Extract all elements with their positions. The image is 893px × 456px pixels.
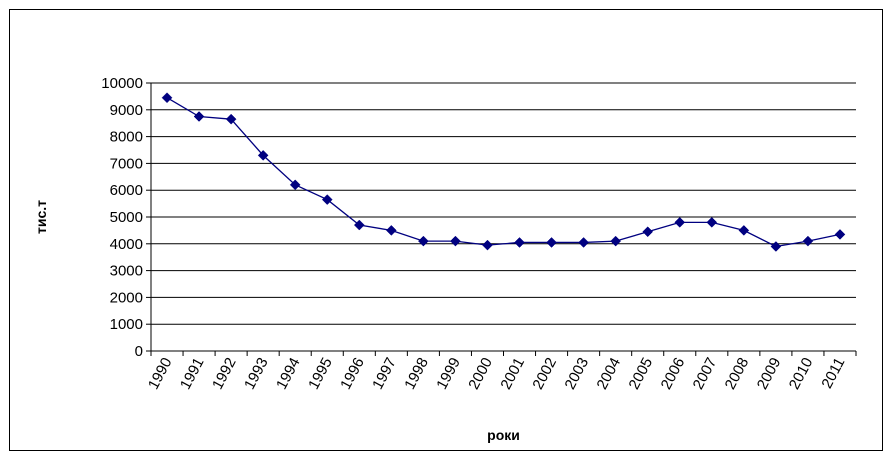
data-point [514,237,525,248]
data-point [450,235,461,247]
x-tick-label: 2001 [497,355,528,392]
data-point [482,239,493,251]
y-tick-label: 9000 [110,102,143,119]
data-point [385,225,397,236]
x-tick-label: 2009 [754,355,785,392]
y-tick-label: 2000 [110,289,143,306]
data-point [289,179,301,191]
x-tick-label: 2006 [658,355,689,392]
data-point [193,111,205,122]
line-chart: 0 1000 2000 3000 4000 5000 6000 7000 8000 9000 100… [33,75,857,443]
y-tick-label: 10000 [101,75,143,92]
x-tick-label: 1992 [209,355,240,392]
data-point [353,219,365,231]
x-tick-label: 2007 [690,355,721,392]
x-tick-label: 1999 [433,355,464,392]
x-tick-label: 1997 [369,355,400,392]
data-point [161,92,173,104]
data-point [321,194,333,205]
data-point [546,237,557,248]
x-tick-label: 1993 [241,355,272,392]
data-point [225,113,237,125]
data-point [642,226,654,238]
x-tick-label: 1998 [401,355,432,392]
x-tick-label: 2003 [561,355,592,392]
y-tick-label: 8000 [110,129,143,146]
x-tick-labels: 1990 1991 1992 1993 1994 1995 1996 1997 1998 1999… [145,355,849,392]
data-point [674,217,686,228]
data-point [610,235,622,247]
x-tick-label: 2010 [786,355,817,392]
x-tick-label: 1990 [145,355,176,392]
y-tick-labels: 0 1000 2000 3000 4000 5000 6000 7000 8000 9000 100… [101,75,143,360]
series-line [166,97,841,248]
data-point [738,225,750,236]
y-tick-label: 6000 [110,182,143,199]
x-axis-title: роки [487,427,520,443]
axes [146,82,857,356]
data-point [578,237,589,248]
x-tick-label: 2005 [626,355,657,392]
chart-frame: 0 1000 2000 3000 4000 5000 6000 7000 8000 9000 100… [9,9,883,451]
x-tick-label: 2011 [818,355,848,391]
x-tick-label: 2008 [722,355,753,392]
y-tick-label: 5000 [110,209,143,226]
data-point [802,235,814,247]
x-tick-label: 1996 [337,355,368,392]
data-point [834,229,846,240]
x-tick-label: 2002 [529,355,560,392]
x-tick-label: 1995 [305,355,336,392]
y-tick-label: 7000 [110,155,143,172]
x-tick-label: 2000 [465,355,496,392]
x-tick-label: 2004 [594,355,625,392]
x-tick-label: 1994 [273,355,304,392]
gridlines [151,82,856,325]
data-point [418,235,429,247]
y-tick-label: 1000 [110,316,143,333]
series [161,92,846,252]
data-point [770,241,782,252]
data-point [706,217,718,228]
y-tick-label: 0 [135,343,143,360]
y-tick-label: 4000 [110,236,143,253]
y-axis-title: тис.т [33,200,49,234]
data-point [257,150,269,161]
x-tick-label: 1991 [177,355,208,392]
y-tick-label: 3000 [110,263,143,280]
